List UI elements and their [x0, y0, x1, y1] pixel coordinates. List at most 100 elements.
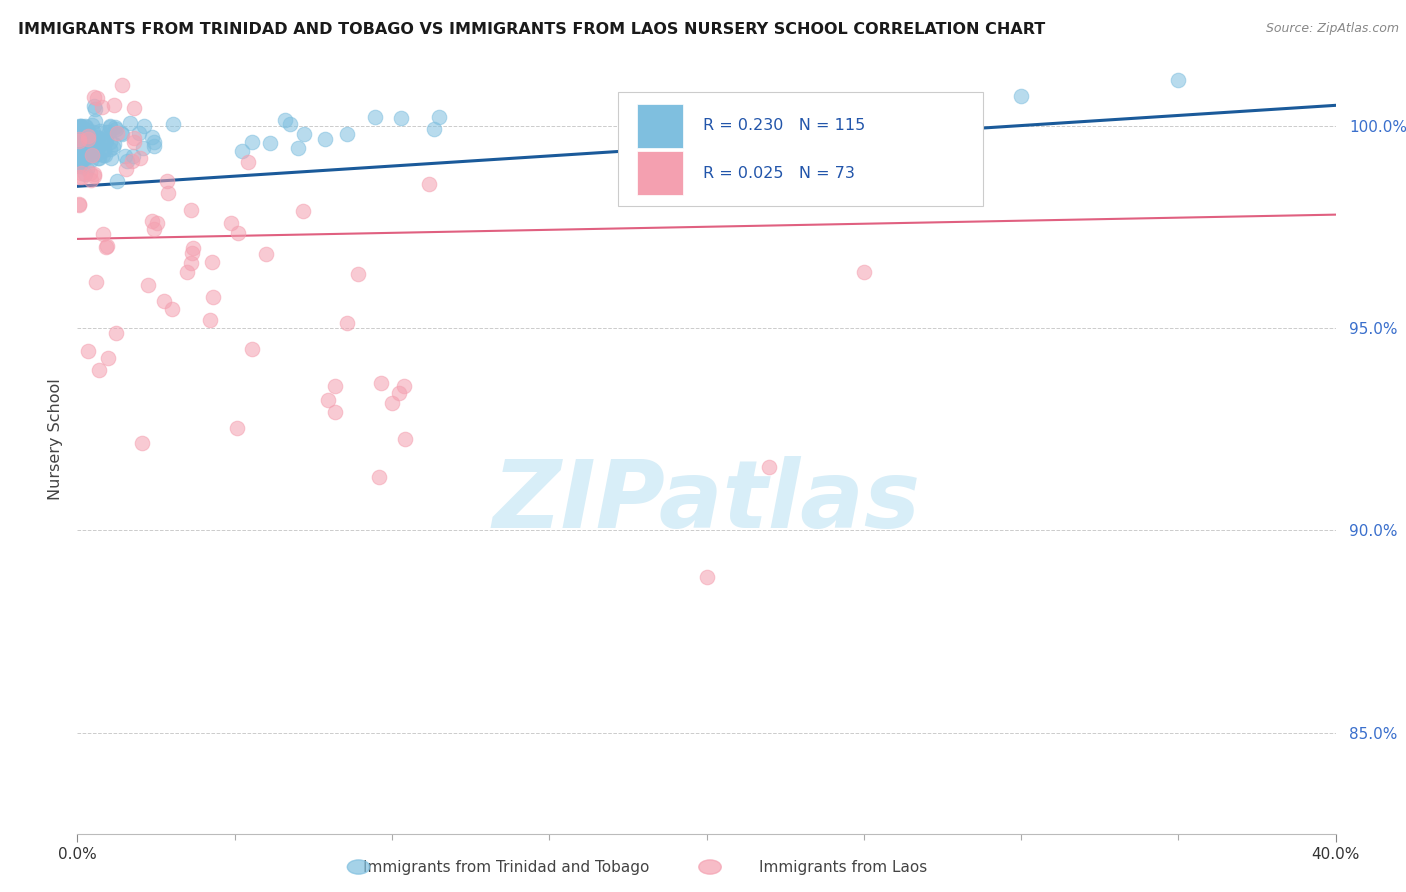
Point [86, 130, 108, 145]
Point [70, 141, 93, 155]
Text: Immigrants from Trinidad and Tobago: Immigrants from Trinidad and Tobago [363, 860, 650, 874]
Point [111, 78, 134, 92]
Point [236, 155, 259, 169]
Point [70, 137, 93, 152]
Point [136, 278, 159, 293]
Point [70, 143, 93, 157]
Point [76, 131, 98, 145]
Point [86, 133, 108, 147]
Point [103, 120, 125, 134]
Point [131, 435, 153, 450]
FancyBboxPatch shape [637, 103, 682, 148]
Point [73, 138, 96, 153]
Point [132, 141, 155, 155]
Point [201, 254, 224, 268]
Point [67, 132, 90, 146]
Point [141, 214, 163, 228]
Point [87, 151, 110, 165]
Point [75, 132, 97, 146]
Point [176, 265, 198, 279]
Point [278, 117, 301, 131]
Point [69, 139, 91, 153]
Point [368, 470, 391, 484]
Point [83, 113, 105, 128]
Point [76, 131, 98, 145]
Point [87, 131, 110, 145]
Point [115, 153, 138, 168]
Point [291, 204, 314, 219]
Point [162, 117, 184, 131]
Point [94, 125, 117, 139]
Point [93, 134, 115, 148]
Point [93, 143, 115, 157]
Point [75, 151, 97, 165]
Point [122, 130, 145, 145]
Point [70, 142, 93, 156]
Point [1167, 73, 1189, 87]
Point [67, 119, 90, 133]
Y-axis label: Nursery School: Nursery School [48, 378, 63, 500]
Point [73, 119, 96, 133]
Point [80, 173, 103, 187]
Point [73, 167, 96, 181]
Point [132, 119, 155, 133]
Point [183, 241, 205, 255]
Point [86, 147, 108, 161]
Point [180, 256, 202, 270]
Point [143, 135, 166, 149]
Point [143, 139, 166, 153]
Point [82, 125, 104, 139]
Point [347, 268, 370, 282]
Point [76, 128, 98, 143]
Point [67, 143, 90, 157]
Point [82, 148, 104, 162]
Point [219, 216, 242, 230]
Point [79, 166, 101, 180]
Point [696, 570, 718, 584]
Point [77, 132, 100, 146]
Point [114, 148, 136, 162]
Point [142, 221, 165, 235]
Point [115, 162, 138, 177]
Point [128, 151, 150, 165]
Point [314, 132, 336, 146]
FancyBboxPatch shape [619, 92, 983, 206]
Point [67, 156, 90, 170]
Point [70, 144, 93, 158]
Text: IMMIGRANTS FROM TRINIDAD AND TOBAGO VS IMMIGRANTS FROM LAOS NURSERY SCHOOL CORRE: IMMIGRANTS FROM TRINIDAD AND TOBAGO VS I… [18, 22, 1046, 37]
Point [105, 174, 128, 188]
Point [91, 148, 114, 162]
Point [82, 119, 104, 133]
Point [141, 130, 163, 145]
Point [67, 159, 90, 173]
Point [105, 326, 128, 340]
Point [76, 123, 98, 137]
Point [96, 239, 118, 253]
Point [76, 344, 98, 359]
Point [103, 98, 125, 112]
Point [67, 130, 90, 145]
Point [67, 129, 90, 144]
Point [75, 120, 97, 135]
Point [274, 113, 297, 128]
Text: R = 0.025   N = 73: R = 0.025 N = 73 [703, 166, 855, 181]
Point [69, 155, 91, 169]
FancyBboxPatch shape [637, 151, 682, 195]
Point [122, 149, 145, 163]
Point [100, 151, 122, 165]
Point [316, 393, 339, 408]
Point [69, 119, 91, 133]
Point [67, 170, 90, 185]
Text: ZIPatlas: ZIPatlas [492, 457, 921, 549]
Point [73, 130, 96, 145]
Point [231, 144, 253, 158]
Point [256, 247, 278, 261]
Point [389, 111, 412, 125]
Point [70, 170, 93, 185]
Point [201, 290, 224, 304]
Point [80, 153, 103, 168]
Point [120, 116, 142, 130]
Text: Source: ZipAtlas.com: Source: ZipAtlas.com [1265, 22, 1399, 36]
Point [200, 312, 222, 326]
Point [852, 265, 875, 279]
